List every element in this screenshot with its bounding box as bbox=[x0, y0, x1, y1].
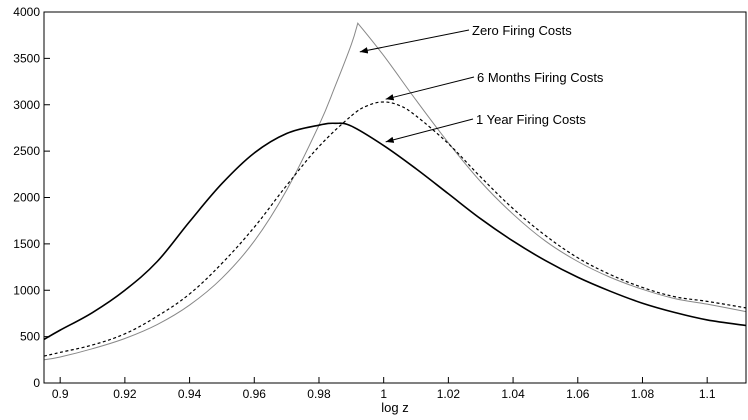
annotation-arrow bbox=[385, 118, 474, 143]
y-tick-label: 0 bbox=[33, 376, 40, 390]
x-tick-label: 1.06 bbox=[566, 387, 590, 401]
series-line-0 bbox=[44, 22, 746, 361]
y-tick-label: 1500 bbox=[13, 237, 40, 251]
x-tick-label: 0.96 bbox=[243, 387, 267, 401]
annotation-label: Zero Firing Costs bbox=[472, 23, 572, 38]
x-tick-label: 1 bbox=[380, 387, 387, 401]
y-tick-label: 3500 bbox=[13, 51, 40, 65]
y-tick-label: 2500 bbox=[13, 144, 40, 158]
y-tick-label: 500 bbox=[20, 330, 40, 344]
annotation-label: 1 Year Firing Costs bbox=[476, 112, 586, 127]
x-tick-label: 0.92 bbox=[113, 387, 137, 401]
x-tick-label: 0.98 bbox=[307, 387, 331, 401]
y-tick-label: 4000 bbox=[13, 5, 40, 19]
x-tick-label: 1.1 bbox=[699, 387, 716, 401]
y-tick-label: 3000 bbox=[13, 98, 40, 112]
x-tick-label: 0.9 bbox=[52, 387, 69, 401]
annotation-arrow bbox=[359, 29, 470, 54]
axes-layer: 0.9 0.92 0.94 0.96 0.98 1 1.02 1.04 1.06 1.08 1.1 0… bbox=[13, 5, 747, 401]
annotations-layer: Zero Firing Costs 6 Months Firing Costs 1 … bbox=[359, 23, 604, 143]
x-axis-label: log z bbox=[381, 400, 408, 415]
annotation-arrow bbox=[385, 76, 475, 101]
annotation-label: 6 Months Firing Costs bbox=[477, 70, 604, 85]
x-tick-label: 1.08 bbox=[631, 387, 655, 401]
series-layer bbox=[44, 22, 746, 361]
y-tick-label: 1000 bbox=[13, 283, 40, 297]
y-tick-label: 2000 bbox=[13, 191, 40, 205]
series-line-2 bbox=[44, 122, 746, 341]
x-tick-label: 1.04 bbox=[501, 387, 525, 401]
plot-area bbox=[44, 12, 746, 383]
x-tick-label: 0.94 bbox=[178, 387, 202, 401]
series-line-1 bbox=[44, 101, 746, 357]
x-tick-label: 1.02 bbox=[437, 387, 461, 401]
